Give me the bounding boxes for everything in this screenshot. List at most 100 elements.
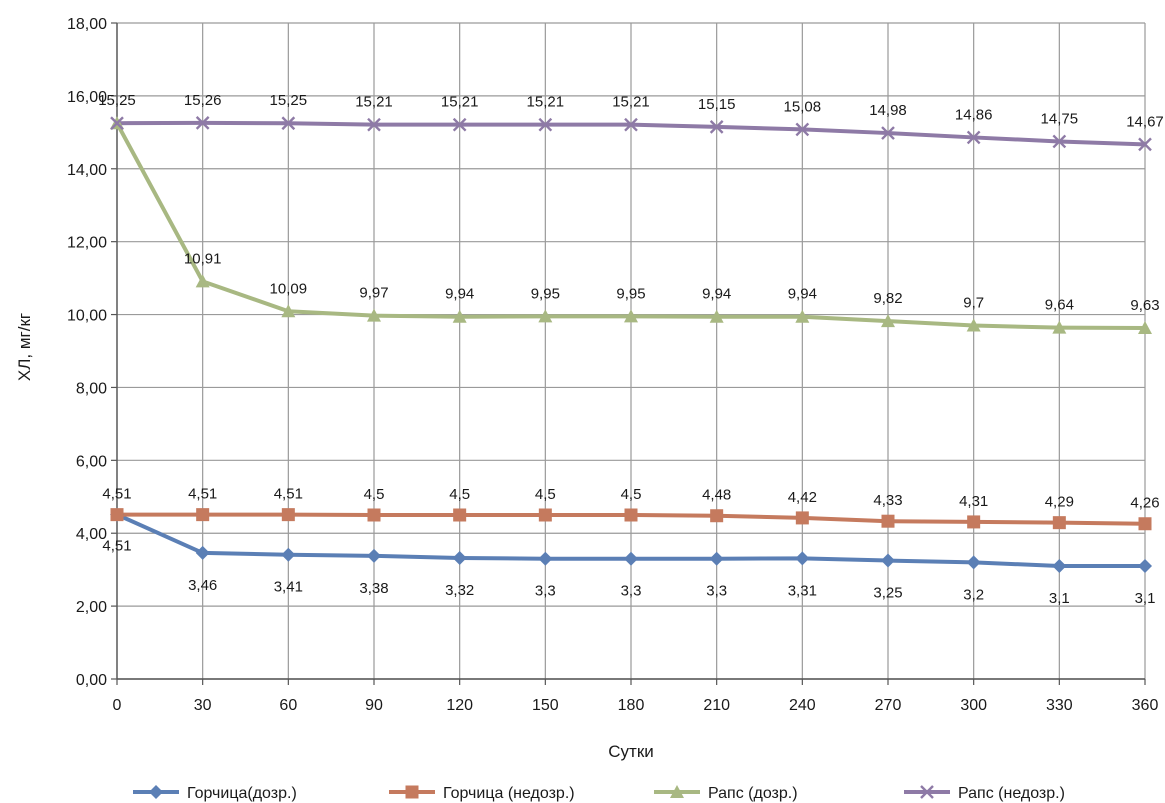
data-label: 3,1	[1049, 590, 1070, 607]
data-label: 4,31	[959, 493, 988, 510]
data-point	[195, 545, 210, 560]
data-label: 4,5	[449, 486, 470, 503]
data-label: 9,7	[963, 294, 984, 311]
data-point	[195, 274, 210, 288]
x-tick-label: 330	[1046, 697, 1073, 714]
data-label: 3,32	[445, 582, 474, 599]
data-point	[709, 309, 724, 323]
data-point	[538, 508, 552, 522]
data-point	[795, 122, 810, 137]
y-axis-title: ХЛ, мг/кг	[15, 313, 34, 381]
data-label: 9,94	[788, 286, 817, 303]
y-axis-ticks: 0,00 2,00 4,00 6,00 8,00 10,00 12,00 14,00 16,00…	[67, 16, 107, 689]
data-label: 9,94	[445, 286, 474, 303]
data-label: 4,51	[188, 486, 217, 503]
x-tick-label: 360	[1132, 697, 1159, 714]
legend-swatch-marker	[149, 785, 163, 799]
data-label: 4,26	[1130, 495, 1159, 512]
x-tick-label: 270	[875, 697, 902, 714]
data-point	[1138, 321, 1152, 335]
x-axis-ticks: 0 30 60 90 120 150 180 210 240 270 300 330 360	[113, 697, 1159, 714]
data-point	[966, 555, 981, 570]
data-point	[1052, 134, 1067, 149]
y-tick-label: 12,00	[67, 235, 107, 252]
x-tick-label: 300	[960, 697, 987, 714]
data-label: 14,98	[869, 102, 907, 119]
y-tick-label: 18,00	[67, 16, 107, 33]
legend-label: Рапс (дозр.)	[708, 785, 798, 802]
data-point	[624, 117, 638, 132]
data-label: 9,94	[702, 286, 731, 303]
data-point	[966, 318, 981, 332]
x-tick-label: 240	[789, 697, 816, 714]
data-label: 3,41	[274, 579, 303, 596]
data-label: 4,42	[788, 489, 817, 506]
data-labels: 4,51 3,46 3,41 3,38 3,32 3,3 3,3 3,3 3,31 3,25 3,2…	[98, 92, 1164, 607]
data-point	[367, 117, 381, 132]
data-label: 4,51	[102, 538, 131, 555]
data-label: 3,2	[963, 586, 984, 603]
y-tick-label: 4,00	[76, 526, 107, 543]
data-point	[110, 116, 124, 131]
x-tick-label: 150	[532, 697, 559, 714]
data-label: 3,3	[706, 583, 727, 600]
data-point	[367, 308, 381, 322]
legend-item: Рапс (недозр.)	[904, 785, 1065, 802]
data-point	[538, 117, 553, 132]
data-point	[1138, 559, 1152, 574]
data-point	[195, 116, 210, 130]
data-label: 9,82	[873, 290, 902, 307]
data-label: 3,38	[359, 580, 388, 597]
data-point	[795, 551, 810, 566]
x-tick-label: 0	[113, 697, 122, 714]
x-tick-label: 60	[279, 697, 297, 714]
legend-swatch-marker	[405, 785, 419, 799]
data-label: 10,91	[184, 250, 222, 267]
x-tick-label: 210	[703, 697, 730, 714]
data-point	[881, 553, 895, 568]
data-label: 15,21	[441, 94, 479, 111]
data-label: 9,95	[616, 285, 645, 302]
data-label: 15,21	[355, 94, 393, 111]
data-label: 3,3	[621, 583, 642, 600]
y-tick-label: 6,00	[76, 453, 107, 470]
data-point	[881, 514, 895, 528]
data-label: 3,31	[788, 582, 817, 599]
data-label: 15,26	[184, 92, 222, 109]
data-label: 4,33	[873, 492, 902, 509]
y-tick-label: 0,00	[76, 672, 107, 689]
data-point	[1138, 137, 1152, 152]
data-label: 15,21	[527, 94, 565, 111]
data-label: 4,29	[1045, 494, 1074, 511]
data-label: 9,95	[531, 285, 560, 302]
data-point	[367, 508, 381, 522]
legend-label: Рапс (недозр.)	[958, 785, 1065, 802]
data-point	[452, 551, 467, 566]
data-point	[881, 126, 895, 140]
data-label: 3,46	[188, 577, 217, 594]
data-label: 4,51	[274, 486, 303, 503]
data-point	[624, 508, 638, 522]
legend-item: Горчица (недозр.)	[389, 785, 575, 802]
data-label: 4,5	[535, 486, 556, 503]
data-point	[1052, 559, 1067, 574]
legend-label: Горчица(дозр.)	[187, 785, 297, 802]
data-label: 14,75	[1041, 110, 1079, 127]
x-tick-label: 180	[618, 697, 645, 714]
data-point	[795, 511, 809, 525]
data-label: 15,25	[98, 92, 136, 109]
data-point	[1138, 517, 1152, 531]
legend-swatch-marker	[920, 785, 934, 799]
x-tick-label: 30	[194, 697, 212, 714]
data-point	[452, 117, 467, 132]
data-point	[538, 551, 553, 566]
data-point	[710, 509, 724, 523]
data-label: 15,25	[270, 92, 308, 109]
data-point	[281, 304, 296, 318]
data-point	[1052, 516, 1066, 530]
y-tick-label: 10,00	[67, 308, 107, 325]
legend-label: Горчица (недозр.)	[443, 785, 575, 802]
data-label: 4,51	[102, 486, 131, 503]
data-point	[709, 120, 724, 134]
data-label: 9,97	[359, 285, 388, 302]
